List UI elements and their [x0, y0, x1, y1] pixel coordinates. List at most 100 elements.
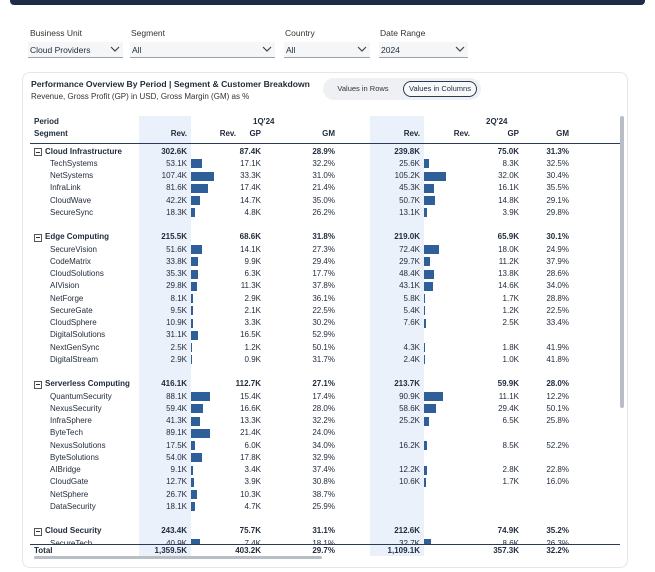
- cell-value: 31.7%: [312, 354, 335, 364]
- revenue-bar: [191, 416, 200, 426]
- column-header: Rev.: [219, 129, 236, 138]
- cell-value: 59.9K: [497, 379, 519, 389]
- cell-value: 12.2K: [399, 465, 420, 474]
- cell-value: 34.0%: [546, 281, 569, 291]
- revenue-bar: [191, 330, 198, 340]
- cell-value: 243.4K: [161, 526, 187, 536]
- cell-value: 16.6K: [240, 403, 261, 413]
- row-name: DigitalStream: [50, 354, 99, 364]
- filter-dropdown[interactable]: All: [130, 42, 275, 58]
- cell-value: 16.1K: [498, 183, 519, 193]
- collapse-icon[interactable]: [34, 233, 42, 242]
- revenue-bar: [191, 183, 209, 193]
- revenue-bar: [191, 477, 194, 487]
- revenue-bar: [191, 355, 192, 365]
- cell-value: 25.6K: [399, 158, 420, 168]
- collapse-icon[interactable]: [34, 380, 42, 389]
- cell-value: 12.7K: [166, 477, 187, 487]
- cell-value: 215.5K: [161, 232, 187, 242]
- cell-value: 42.2K: [166, 195, 187, 205]
- cell-value: 5.8K: [403, 293, 420, 303]
- cell-value: 31.1K: [166, 330, 187, 340]
- cell-value: 50.1%: [312, 342, 335, 352]
- cell-value: 22.5%: [546, 305, 569, 315]
- cell-value: 32.2%: [312, 158, 335, 168]
- cell-value: 107.4K: [161, 171, 187, 180]
- filter-dropdown[interactable]: All: [284, 42, 370, 58]
- cell-value: 50.7K: [399, 195, 420, 205]
- revenue-bar: [191, 441, 195, 450]
- revenue-bar: [191, 196, 200, 205]
- cell-value: 2.5K: [502, 318, 519, 327]
- total-value: 357.3K: [493, 546, 519, 555]
- cell-value: 27.1%: [312, 379, 335, 389]
- cell-value: 10.6K: [399, 477, 420, 487]
- column-header: Rev.: [403, 129, 420, 138]
- cell-value: 29.1%: [546, 195, 569, 205]
- total-label: Total: [34, 546, 53, 555]
- filter-dropdown[interactable]: 2024: [379, 42, 468, 58]
- filter-value: All: [286, 45, 296, 55]
- total-value: 1,109.1K: [387, 546, 420, 555]
- revenue-bar: [424, 318, 426, 328]
- toggle-button[interactable]: Values in Columns: [403, 81, 477, 97]
- cell-value: 3.4K: [244, 465, 261, 474]
- row-name: SecureSync: [50, 207, 94, 217]
- row-name: NextGenSync: [50, 342, 100, 352]
- cell-value: 6.5K: [502, 416, 519, 425]
- cell-value: 32.5%: [546, 158, 569, 168]
- cell-value: 74.9K: [497, 526, 519, 536]
- row-name: InfraSphere: [50, 416, 92, 425]
- cell-value: 29.7K: [399, 256, 420, 266]
- cell-value: 31.3%: [546, 146, 569, 156]
- row-name: SecureGate: [50, 305, 93, 315]
- cell-value: 51.6K: [166, 244, 187, 254]
- scrollbar[interactable]: [34, 556, 322, 559]
- cell-value: 8.1K: [170, 293, 187, 303]
- cell-value: 30.2%: [312, 318, 335, 327]
- cell-value: 31.1%: [312, 526, 335, 536]
- revenue-bar: [191, 539, 200, 545]
- cell-value: 9.5K: [170, 305, 187, 315]
- total-rule: [30, 544, 620, 545]
- cell-value: 112.7K: [235, 379, 261, 389]
- cell-value: 12.2%: [546, 391, 569, 401]
- row-name: SecureVision: [50, 244, 97, 254]
- filter-dropdown[interactable]: Cloud Providers: [28, 42, 123, 58]
- cell-value: 25.2K: [399, 416, 420, 425]
- group-name: Serverless Computing: [45, 379, 130, 389]
- cell-value: 35.2%: [546, 526, 569, 536]
- cell-value: 28.0%: [312, 403, 335, 413]
- cell-value: 41.8%: [546, 354, 569, 364]
- scrollbar[interactable]: [620, 116, 624, 408]
- collapse-icon[interactable]: [34, 527, 42, 536]
- row-name: QuantumSecurity: [50, 391, 112, 401]
- revenue-bar: [424, 416, 430, 426]
- cell-value: 72.4K: [399, 244, 420, 254]
- row-name: CloudSphere: [50, 318, 97, 327]
- cell-value: 34.0%: [312, 440, 335, 450]
- toggle-button[interactable]: Values in Rows: [337, 84, 389, 93]
- revenue-bar: [424, 404, 437, 414]
- cell-value: 32.9%: [312, 452, 335, 462]
- row-name: TechSystems: [50, 158, 98, 168]
- column-header: GP: [249, 129, 261, 138]
- revenue-bar: [424, 539, 431, 545]
- row-name: DataSecurity: [50, 501, 96, 511]
- cell-value: 3.3K: [244, 318, 261, 327]
- cell-value: 2.4K: [403, 354, 420, 364]
- row-name: ByteTech: [50, 428, 83, 438]
- cell-value: 37.8%: [312, 281, 335, 291]
- cell-value: 14.7K: [240, 195, 261, 205]
- row-name: NetSystems: [50, 171, 94, 180]
- row-name: NetForge: [50, 293, 84, 303]
- chevron: [455, 46, 465, 52]
- revenue-bar: [191, 281, 198, 291]
- cell-value: 90.9K: [399, 391, 420, 401]
- collapse-icon[interactable]: [34, 148, 42, 156]
- cell-value: 36.1%: [312, 293, 335, 303]
- cell-value: 7.6K: [403, 318, 420, 327]
- cell-value: 16.5K: [240, 330, 261, 340]
- cell-value: 1.2K: [244, 342, 261, 352]
- card-subtitle: Revenue, Gross Profit (GP) in USD, Gross…: [31, 92, 250, 101]
